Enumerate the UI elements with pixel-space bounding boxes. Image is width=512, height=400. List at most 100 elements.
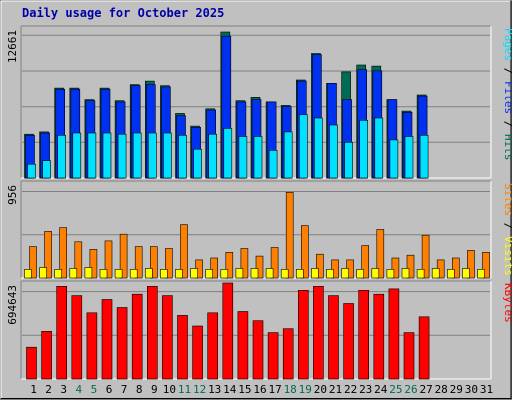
x-tick-label-day-25: 25	[389, 383, 402, 396]
y-scale-label: 956	[6, 185, 19, 205]
bar-pages-day-13	[208, 133, 217, 179]
bar-pages-day-1	[27, 163, 36, 179]
bar-pages-day-26	[404, 136, 414, 179]
x-tick-label-day-7: 7	[121, 383, 128, 396]
bar-sites-day-31	[482, 252, 490, 279]
legend-item: Pages	[502, 28, 512, 61]
legend-item: Hits	[502, 134, 512, 161]
bar-pages-day-22	[344, 142, 353, 179]
bar-visits-day-11	[175, 269, 183, 279]
chart-title: Daily usage for October 2025	[22, 6, 225, 20]
x-tick-label-day-24: 24	[374, 383, 388, 396]
x-tick-label-day-10: 10	[163, 383, 176, 396]
bar-pages-day-9	[148, 132, 157, 179]
bar-visits-day-31	[477, 269, 485, 279]
bar-pages-day-4	[72, 132, 82, 179]
bar-pages-day-21	[329, 124, 338, 179]
panel-traffic: 12661 Pages / Files / Hits	[6, 25, 512, 179]
x-tick-label-day-11: 11	[178, 383, 191, 396]
bar-sites-day-20	[316, 253, 324, 279]
bar-visits-day-25	[386, 269, 395, 279]
legend: Pages / Files / Hits	[502, 28, 512, 161]
bar-kbytes-day-7	[116, 307, 128, 380]
bar-sites-day-5	[89, 249, 98, 279]
bar-kbytes-day-11	[177, 315, 188, 380]
bar-sites-day-7	[119, 233, 128, 279]
bar-pages-day-12	[193, 148, 202, 179]
bar-kbytes-day-21	[328, 295, 339, 380]
legend-item: /	[502, 114, 512, 134]
bar-pages-day-14	[223, 128, 233, 179]
legend-item: Visits	[502, 236, 512, 276]
bar-visits-day-19	[295, 269, 304, 279]
x-tick-label-day-30: 30	[465, 383, 478, 396]
bar-pages-day-6	[102, 132, 112, 179]
x-tick-label-day-9: 9	[151, 383, 158, 396]
x-tick-label-day-19: 19	[299, 383, 312, 396]
x-tick-label-day-31: 31	[480, 383, 493, 396]
bar-kbytes-day-2	[41, 330, 52, 380]
bar-visits-day-10	[160, 269, 168, 279]
bar-kbytes-day-18	[282, 328, 294, 380]
bar-sites-day-4	[74, 241, 83, 279]
bar-visits-day-15	[235, 268, 244, 279]
bar-sites-day-1	[29, 246, 37, 279]
bar-kbytes-day-14	[222, 282, 234, 380]
bar-kbytes-day-9	[147, 285, 158, 380]
legend-item: Files	[502, 81, 512, 114]
bar-sites-day-27	[421, 234, 430, 279]
bar-visits-day-26	[401, 268, 410, 279]
bar-kbytes-day-13	[207, 312, 218, 380]
bar-sites-day-21	[331, 259, 339, 279]
bar-pages-day-19	[298, 114, 308, 179]
bar-sites-day-11	[180, 224, 188, 279]
bar-visits-day-28	[431, 268, 440, 279]
bar-kbytes-day-27	[418, 316, 430, 380]
bar-sites-day-17	[270, 247, 279, 279]
bar-kbytes-day-10	[162, 295, 173, 380]
bar-sites-day-14	[225, 252, 234, 279]
bar-visits-day-29	[446, 269, 455, 279]
bar-pages-day-8	[132, 132, 142, 179]
bar-sites-day-15	[240, 248, 249, 279]
x-tick-label-day-6: 6	[106, 383, 113, 396]
bar-sites-day-2	[44, 231, 52, 279]
bar-pages-day-5	[87, 132, 97, 179]
bar-pages-day-10	[163, 132, 172, 179]
bar-kbytes-day-12	[192, 325, 203, 380]
x-tick-label-day-21: 21	[329, 383, 342, 396]
bar-visits-day-20	[311, 268, 319, 279]
bar-sites-day-3	[59, 227, 68, 279]
bar-pages-day-20	[314, 117, 323, 179]
bar-kbytes-day-8	[131, 293, 143, 380]
legend: KBytes	[502, 283, 512, 323]
x-tick-label-day-28: 28	[435, 383, 448, 396]
bar-kbytes-day-20	[313, 285, 324, 380]
x-tick-label-day-5: 5	[91, 383, 98, 396]
bar-sites-day-6	[104, 240, 113, 279]
x-tick-label-day-17: 17	[268, 383, 281, 396]
bar-pages-day-2	[42, 160, 51, 179]
bar-sites-day-16	[255, 255, 264, 279]
legend-item: /	[502, 216, 512, 236]
legend-item: /	[502, 61, 512, 81]
x-tick-label-day-1: 1	[30, 383, 37, 396]
x-tick-label-day-26: 26	[404, 383, 417, 396]
bar-sites-day-18	[285, 192, 294, 279]
bar-kbytes-day-16	[252, 320, 264, 380]
bar-kbytes-day-17	[267, 332, 279, 380]
x-tick-label-day-20: 20	[314, 383, 327, 396]
x-tick-label-day-2: 2	[45, 383, 52, 396]
bar-visits-day-7	[114, 269, 123, 279]
bar-sites-day-30	[467, 250, 475, 279]
x-tick-label-day-4: 4	[75, 383, 82, 396]
bar-kbytes-day-5	[86, 312, 98, 380]
legend: Sites / Visits	[502, 183, 512, 276]
x-tick-label-day-8: 8	[136, 383, 143, 396]
bar-kbytes-day-25	[388, 288, 400, 380]
bar-sites-day-19	[300, 225, 309, 279]
x-tick-label-day-16: 16	[253, 383, 266, 396]
bar-visits-day-13	[205, 269, 213, 279]
panel-visits: 956 Sites / Visits	[6, 180, 512, 279]
bar-kbytes-day-6	[101, 299, 113, 380]
